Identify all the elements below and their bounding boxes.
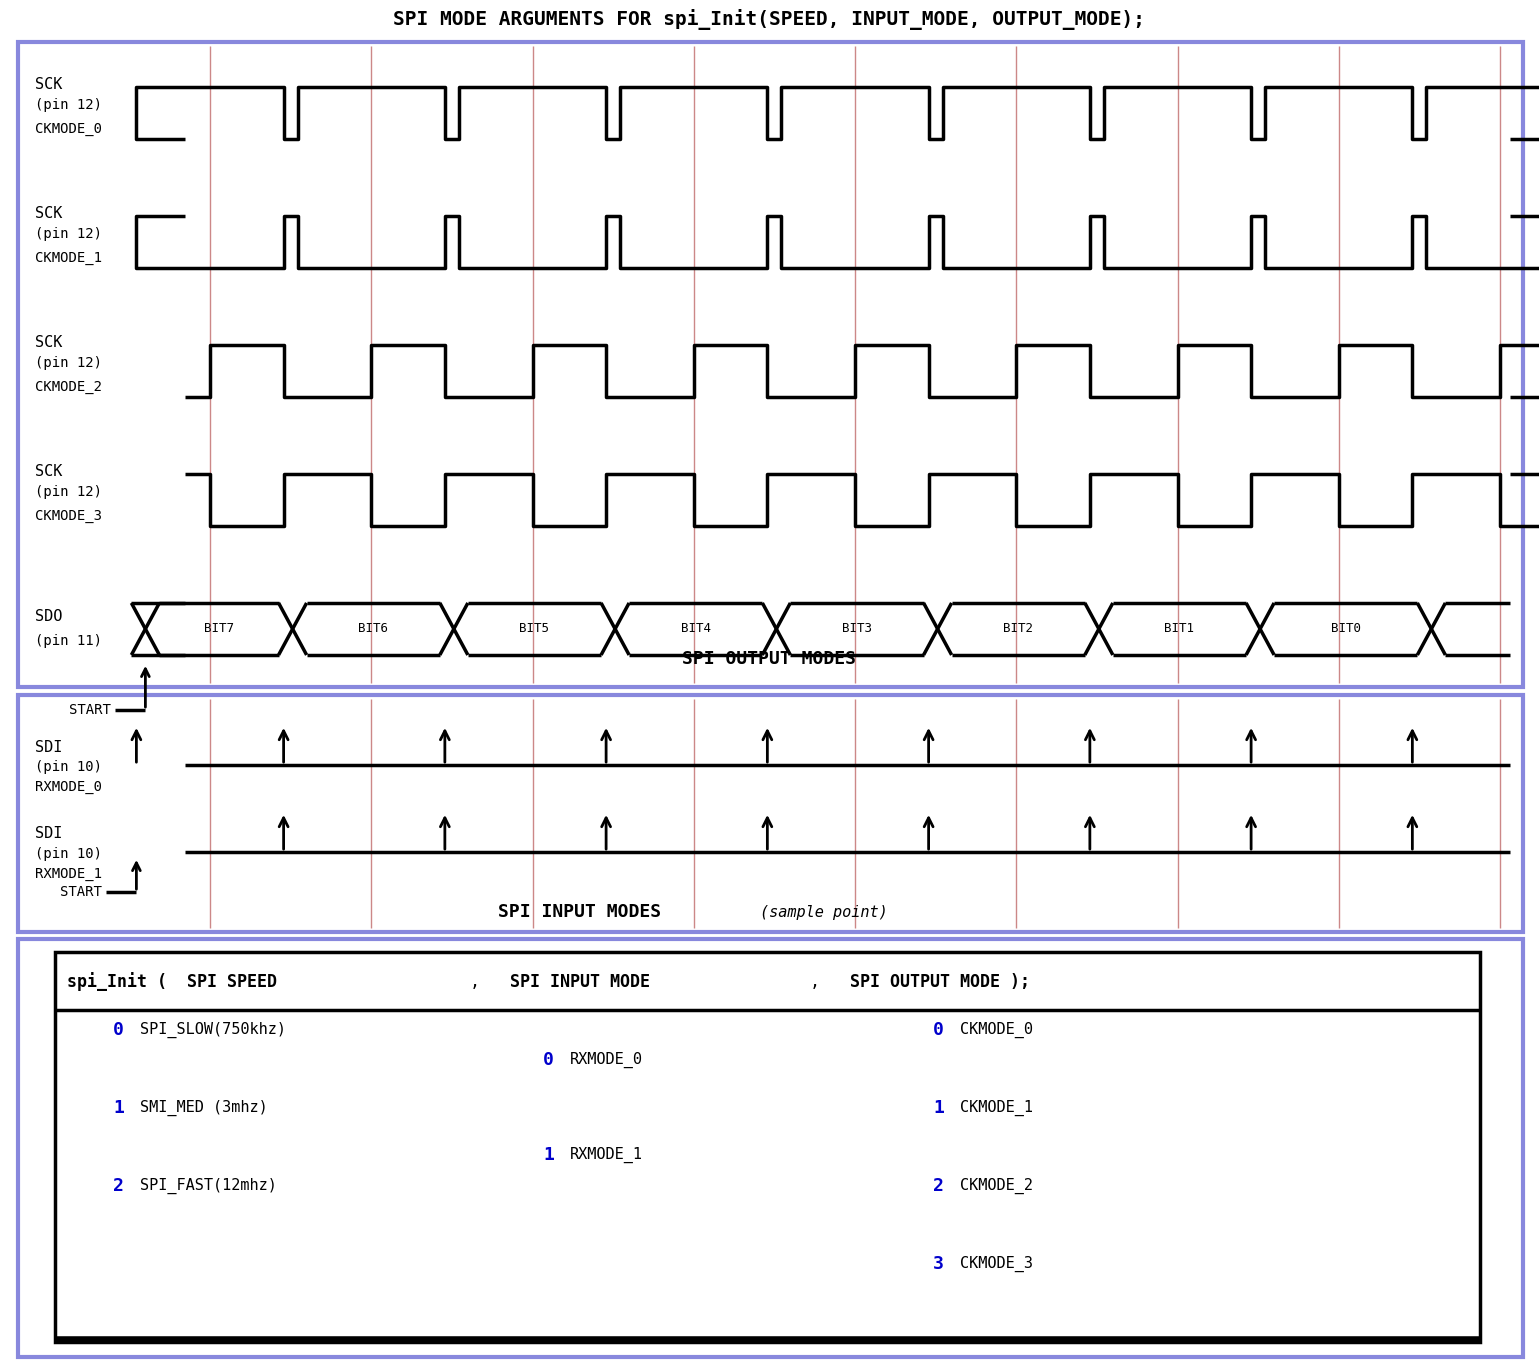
Text: CKMODE_0: CKMODE_0 bbox=[35, 122, 102, 135]
Text: SPI MODE ARGUMENTS FOR spi_Init(SPEED, INPUT_MODE, OUTPUT_MODE);: SPI MODE ARGUMENTS FOR spi_Init(SPEED, I… bbox=[392, 8, 1145, 30]
Text: CKMODE_2: CKMODE_2 bbox=[960, 1178, 1033, 1195]
Bar bbox=[18, 939, 1524, 1357]
Text: START: START bbox=[60, 884, 102, 899]
Text: 1: 1 bbox=[933, 1099, 943, 1117]
Text: (pin 10): (pin 10) bbox=[35, 760, 102, 774]
Text: SPI OUTPUT MODES: SPI OUTPUT MODES bbox=[682, 649, 856, 668]
Text: RXMODE_0: RXMODE_0 bbox=[569, 1051, 643, 1068]
Text: CKMODE_0: CKMODE_0 bbox=[960, 1023, 1033, 1038]
Text: RXMODE_1: RXMODE_1 bbox=[569, 1147, 643, 1163]
Text: (pin 12): (pin 12) bbox=[35, 98, 102, 112]
Text: SPI INPUT MODES: SPI INPUT MODES bbox=[499, 904, 662, 921]
Text: 0: 0 bbox=[933, 1021, 943, 1039]
Text: SMI_MED (3mhz): SMI_MED (3mhz) bbox=[140, 1100, 268, 1115]
Text: BIT1: BIT1 bbox=[1165, 622, 1194, 636]
Text: CKMODE_1: CKMODE_1 bbox=[960, 1100, 1033, 1115]
Text: SCK: SCK bbox=[35, 206, 63, 221]
Text: SDI: SDI bbox=[35, 740, 63, 755]
Text: SDO: SDO bbox=[35, 610, 63, 625]
Text: CKMODE_3: CKMODE_3 bbox=[960, 1256, 1033, 1273]
Text: 3: 3 bbox=[933, 1255, 943, 1273]
Text: BIT7: BIT7 bbox=[205, 622, 234, 636]
Text: BIT6: BIT6 bbox=[359, 622, 388, 636]
Text: 1: 1 bbox=[543, 1146, 554, 1163]
Text: 2: 2 bbox=[933, 1177, 943, 1195]
Text: RXMODE_1: RXMODE_1 bbox=[35, 867, 102, 880]
Text: RXMODE_0: RXMODE_0 bbox=[35, 781, 102, 794]
Text: BIT3: BIT3 bbox=[842, 622, 873, 636]
Text: (pin 11): (pin 11) bbox=[35, 634, 102, 648]
Text: SPI_SLOW(750khz): SPI_SLOW(750khz) bbox=[140, 1023, 286, 1038]
Text: 0: 0 bbox=[112, 1021, 123, 1039]
Text: 0: 0 bbox=[543, 1051, 554, 1069]
Text: CKMODE_3: CKMODE_3 bbox=[35, 509, 102, 524]
Text: CKMODE_1: CKMODE_1 bbox=[35, 252, 102, 265]
Text: (pin 12): (pin 12) bbox=[35, 355, 102, 370]
Text: (pin 12): (pin 12) bbox=[35, 485, 102, 499]
Text: BIT5: BIT5 bbox=[520, 622, 549, 636]
Bar bbox=[18, 42, 1524, 688]
Text: SCK: SCK bbox=[35, 465, 63, 480]
Text: SPI_FAST(12mhz): SPI_FAST(12mhz) bbox=[140, 1178, 277, 1195]
Text: START: START bbox=[69, 703, 111, 716]
Text: BIT0: BIT0 bbox=[1331, 622, 1360, 636]
Text: ,: , bbox=[810, 973, 820, 991]
Text: 1: 1 bbox=[112, 1099, 123, 1117]
Text: SPI INPUT MODE: SPI INPUT MODE bbox=[509, 973, 649, 991]
Text: CKMODE_2: CKMODE_2 bbox=[35, 380, 102, 394]
Text: 2: 2 bbox=[112, 1177, 123, 1195]
Text: (pin 12): (pin 12) bbox=[35, 227, 102, 241]
Text: BIT4: BIT4 bbox=[680, 622, 711, 636]
Text: SPI OUTPUT MODE );: SPI OUTPUT MODE ); bbox=[850, 973, 1030, 991]
Text: BIT2: BIT2 bbox=[1003, 622, 1033, 636]
Text: spi_Init (  SPI SPEED: spi_Init ( SPI SPEED bbox=[68, 972, 277, 991]
Bar bbox=[55, 951, 1481, 1342]
Text: ,: , bbox=[469, 973, 480, 991]
Text: (pin 10): (pin 10) bbox=[35, 848, 102, 861]
Text: SCK: SCK bbox=[35, 78, 63, 93]
Bar bbox=[18, 694, 1524, 932]
Text: SCK: SCK bbox=[35, 335, 63, 350]
Text: (sample point): (sample point) bbox=[760, 905, 888, 920]
Text: SDI: SDI bbox=[35, 827, 63, 842]
